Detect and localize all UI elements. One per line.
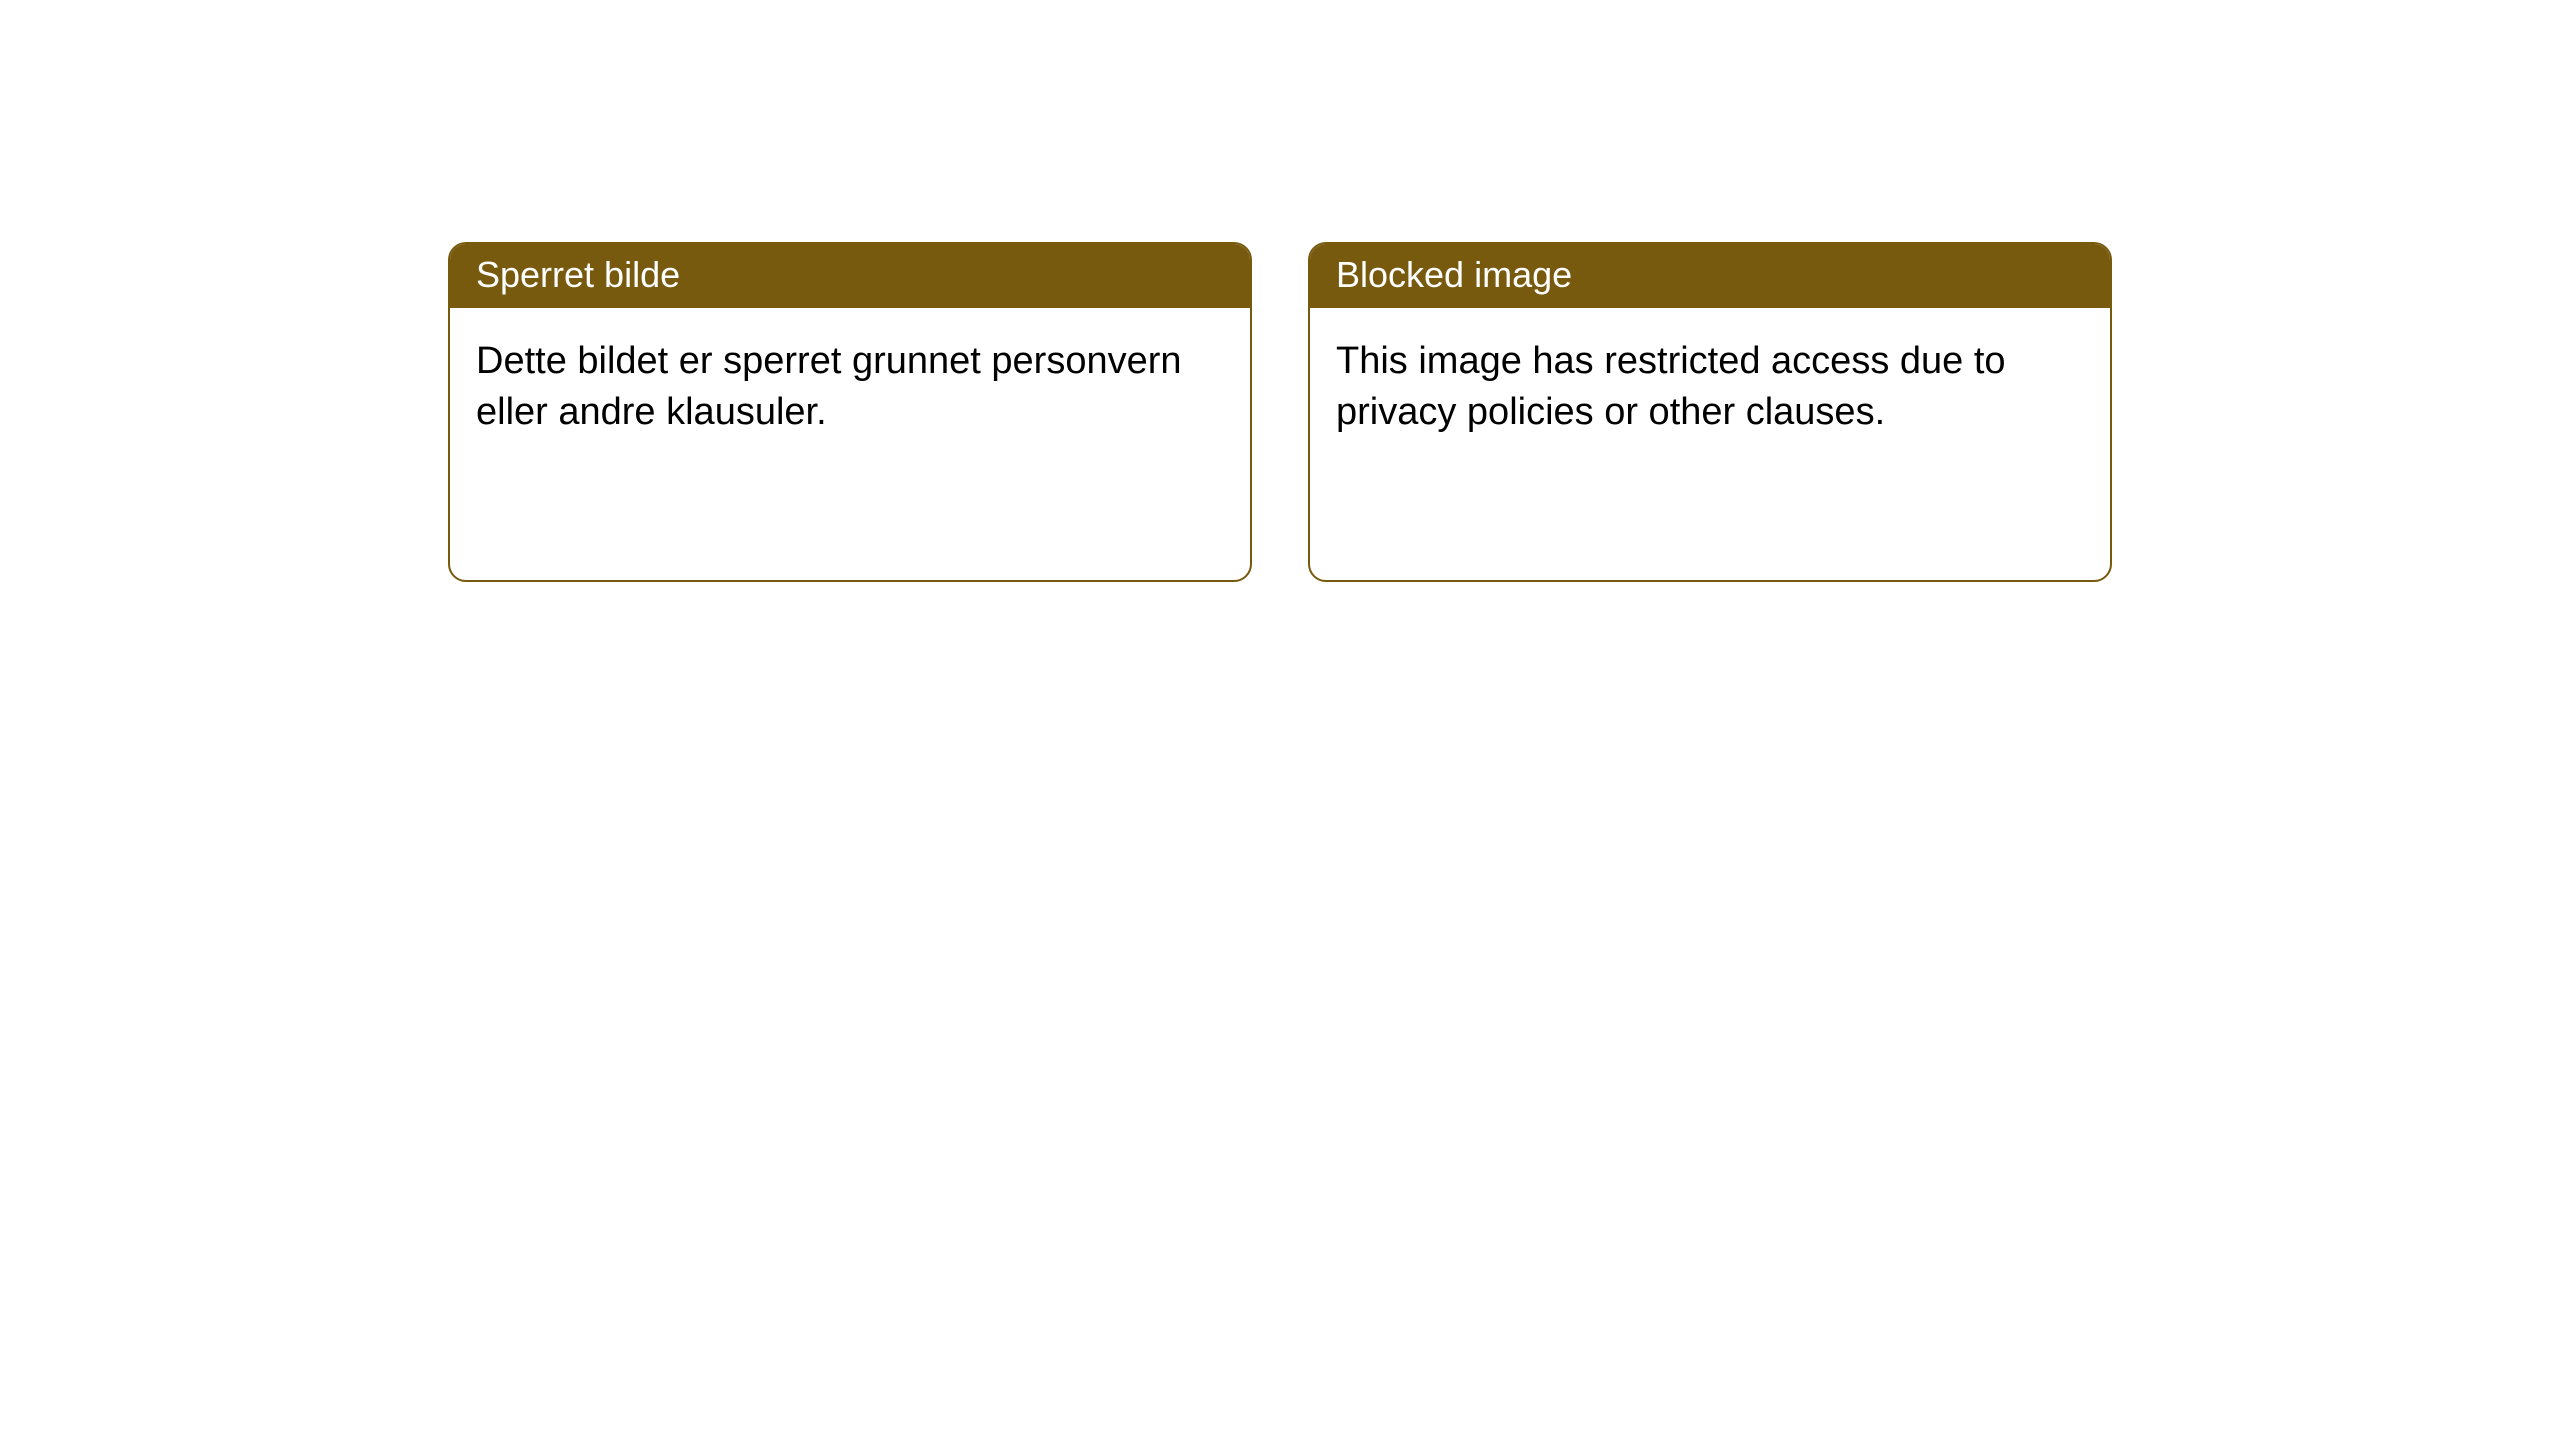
- notice-title-norwegian: Sperret bilde: [476, 254, 680, 295]
- notice-text-english: This image has restricted access due to …: [1336, 340, 2006, 433]
- notice-title-english: Blocked image: [1336, 254, 1572, 295]
- notice-container: Sperret bilde Dette bildet er sperret gr…: [0, 0, 2560, 582]
- notice-body-norwegian: Dette bildet er sperret grunnet personve…: [450, 308, 1250, 580]
- notice-body-english: This image has restricted access due to …: [1310, 308, 2110, 580]
- notice-header-english: Blocked image: [1310, 244, 2110, 308]
- notice-box-norwegian: Sperret bilde Dette bildet er sperret gr…: [448, 242, 1252, 582]
- notice-box-english: Blocked image This image has restricted …: [1308, 242, 2112, 582]
- notice-text-norwegian: Dette bildet er sperret grunnet personve…: [476, 340, 1182, 433]
- notice-header-norwegian: Sperret bilde: [450, 244, 1250, 308]
